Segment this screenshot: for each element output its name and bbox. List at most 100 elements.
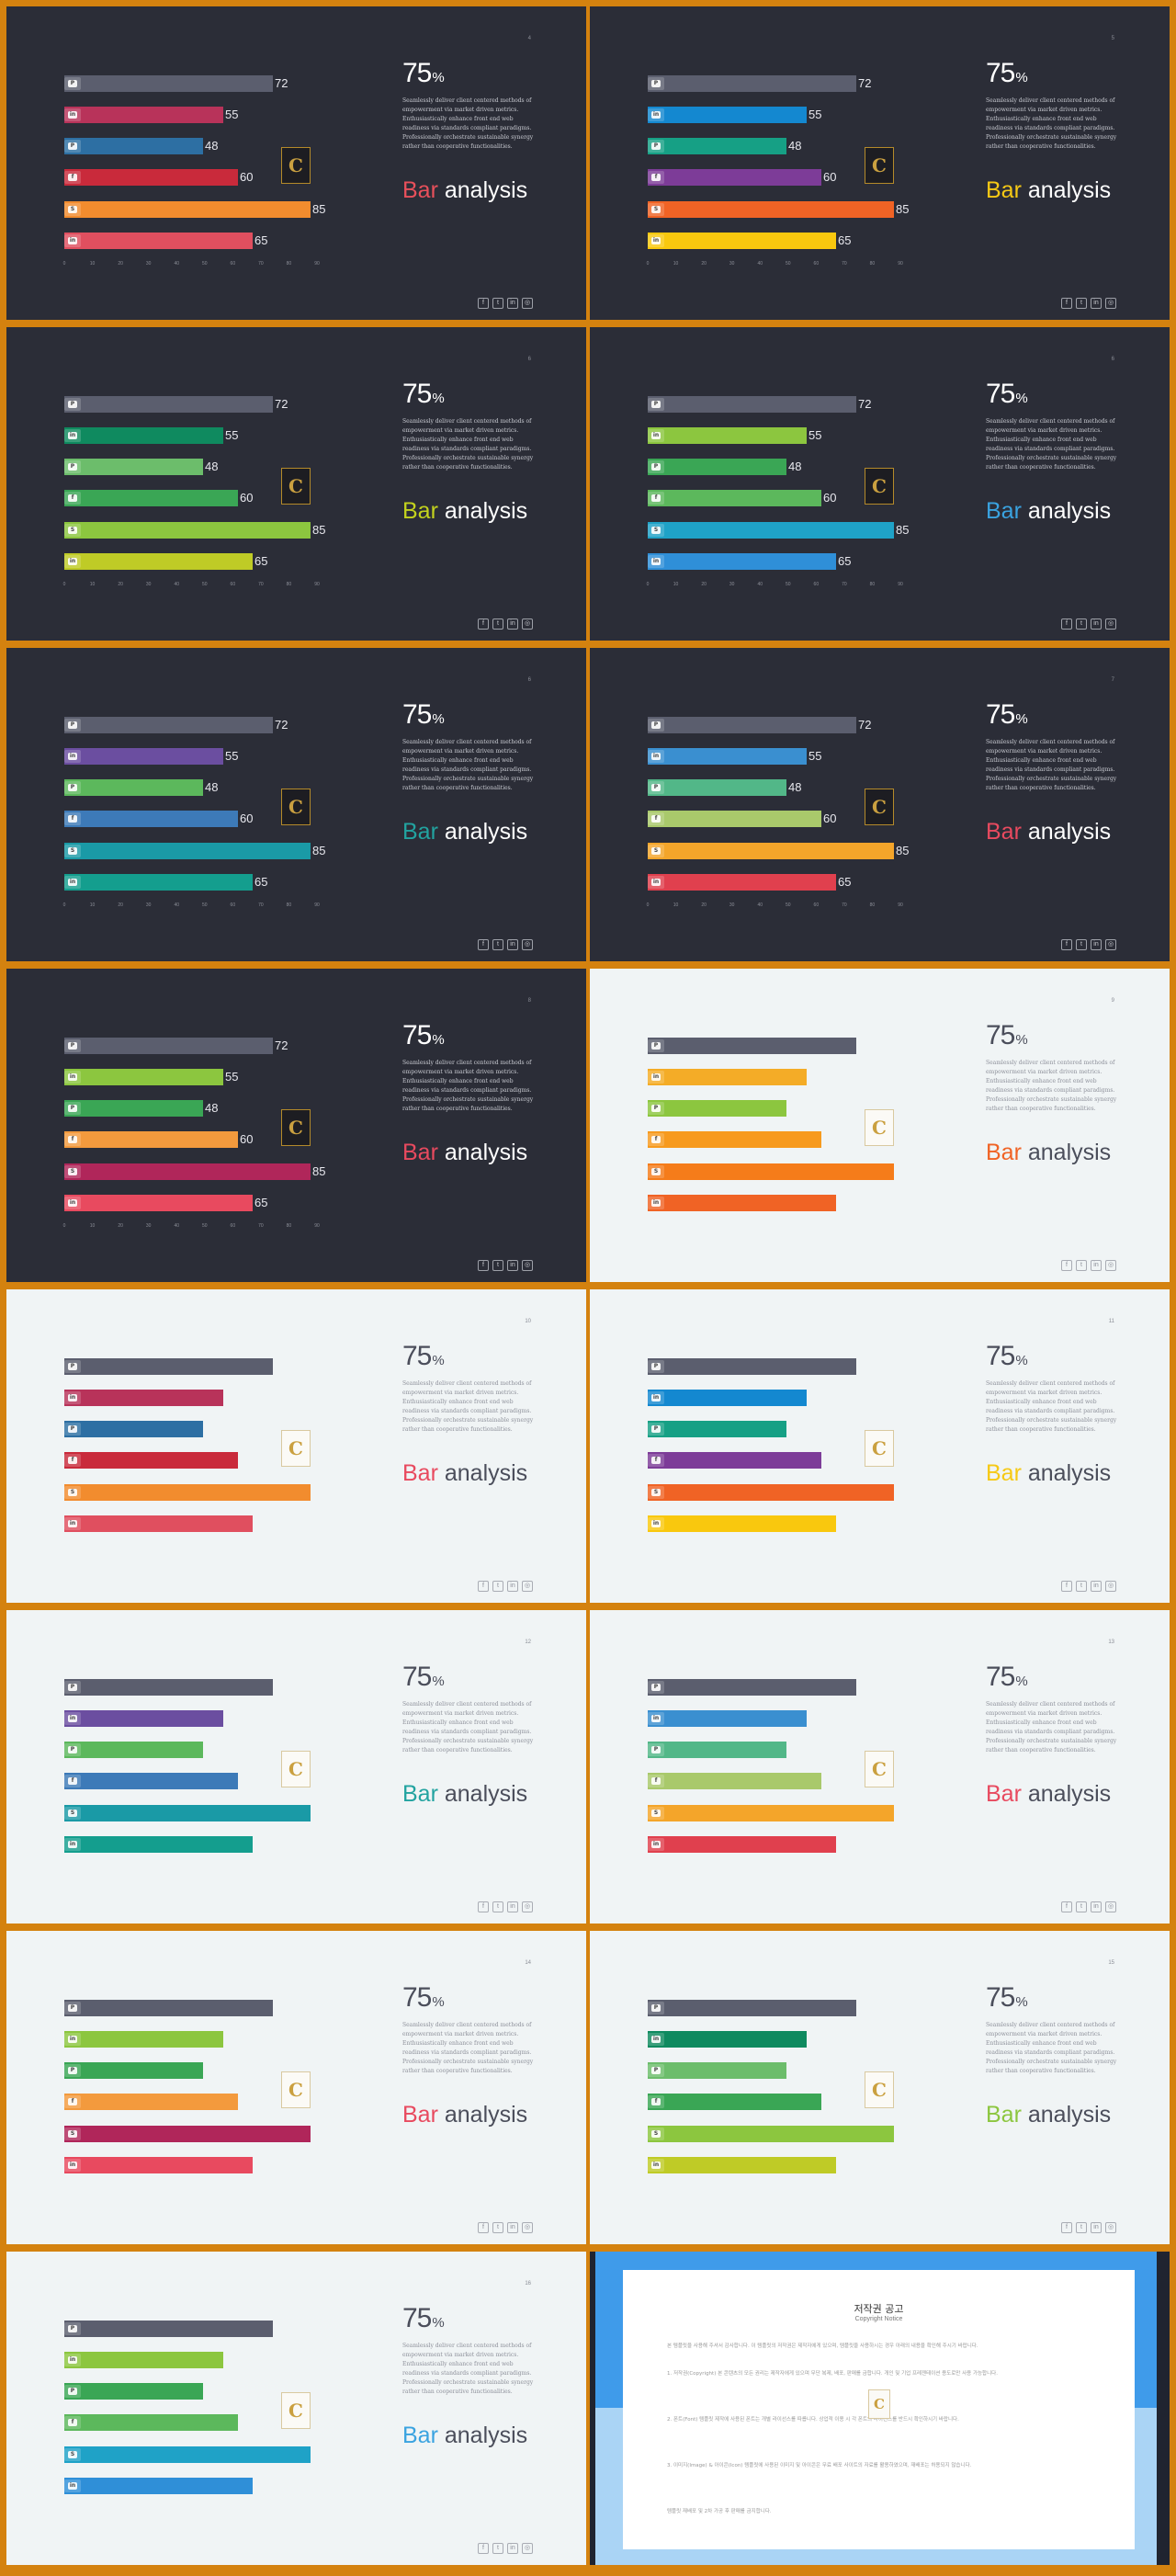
instagram-icon[interactable]: ◎ [522,298,533,309]
facebook-icon[interactable]: f [478,2543,489,2554]
instagram-icon[interactable]: ◎ [522,939,533,950]
instagram-icon[interactable]: ◎ [1105,1581,1116,1592]
x-tick-label: 0 [62,902,66,908]
linkedin-icon[interactable]: in [1091,939,1102,950]
linkedin-icon[interactable]: in [1091,1901,1102,1912]
twitter-icon[interactable]: t [492,2543,503,2554]
facebook-icon[interactable]: f [478,939,489,950]
linkedin-icon[interactable]: in [507,939,518,950]
linkedin-icon[interactable]: in [1091,2222,1102,2233]
slide-16[interactable]: 저작권 공고 Copyright Notice 본 템플릿을 사용해 주셔서 감사합… [590,2252,1170,2565]
instagram-icon[interactable]: ◎ [522,1901,533,1912]
twitter-icon[interactable]: t [1076,939,1087,950]
linkedin-icon[interactable]: in [507,1260,518,1271]
slide-3[interactable]: 6 P 72 in 55 P 48 f 60 S 85 in 65 0 10 20 30 40 50 60 70 80 90… [6,327,586,641]
twitter-icon[interactable]: t [492,618,503,630]
facebook-icon[interactable]: f [1061,2222,1072,2233]
facebook-icon[interactable]: f [478,2222,489,2233]
bar-linkedin [64,1069,223,1085]
linkedin-icon[interactable]: in [507,2222,518,2233]
bar-skype [648,1100,786,1117]
bar-skype-2 [64,1805,311,1821]
facebook-icon[interactable]: f [1061,939,1072,950]
slide-2[interactable]: 5 P 72 in 55 P 48 f 60 S 85 in 65 0 10 20 30 40 50 60 70 80 90… [590,6,1170,320]
bar-value-label: 48 [205,460,219,473]
description-text: Seamlessly deliver client centered metho… [402,1701,534,1753]
icon-glyph: P [68,142,77,150]
facebook-icon[interactable]: f [1061,618,1072,630]
icon-glyph: in [651,1199,661,1207]
twitter-icon[interactable]: t [492,2222,503,2233]
instagram-icon[interactable]: ◎ [522,1581,533,1592]
twitter-icon[interactable]: t [492,1901,503,1912]
instagram-icon[interactable]: ◎ [522,2543,533,2554]
linkedin-icon[interactable]: in [1091,618,1102,630]
instagram-icon[interactable]: ◎ [1105,1260,1116,1271]
x-tick-label: 20 [118,902,123,908]
instagram-icon[interactable]: ◎ [522,618,533,630]
slide-heading: Bar analysis [986,2102,1111,2128]
slide-7[interactable]: 8 P 72 in 55 P 48 f 60 S 85 in 65 0 10 20 30 40 50 60 70 80 90… [6,969,586,1282]
instagram-icon[interactable]: ◎ [1105,298,1116,309]
facebook-icon[interactable]: f [478,1901,489,1912]
facebook-icon[interactable]: f [478,1260,489,1271]
instagram-icon[interactable]: ◎ [522,1260,533,1271]
twitter-icon[interactable]: t [1076,298,1087,309]
instagram-icon[interactable]: ◎ [1105,618,1116,630]
icon-glyph: f [68,1777,77,1785]
facebook-icon[interactable]: f [478,1581,489,1592]
instagram-icon[interactable]: ◎ [1105,2222,1116,2233]
linkedin-icon[interactable]: in [1091,1260,1102,1271]
twitter-icon[interactable]: t [1076,1581,1087,1592]
social-icons: f t in ◎ [478,618,533,630]
linkedin-icon[interactable]: in [507,2543,518,2554]
bar-linkedin-2 [64,874,253,891]
x-tick-label: 80 [286,902,292,908]
twitter-icon[interactable]: t [492,298,503,309]
facebook-icon[interactable]: f [1061,1260,1072,1271]
linkedin-icon[interactable]: in [507,1581,518,1592]
x-tick-label: 50 [785,261,791,267]
linkedin-icon: in [64,876,81,889]
instagram-icon[interactable]: ◎ [522,2222,533,2233]
linkedin-icon[interactable]: in [507,1901,518,1912]
twitter-icon[interactable]: t [492,1581,503,1592]
bar-value-label: 72 [275,718,288,732]
linkedin-icon[interactable]: in [1091,1581,1102,1592]
facebook-icon[interactable]: f [1061,298,1072,309]
twitter-icon[interactable]: t [1076,1260,1087,1271]
facebook-icon[interactable]: f [478,618,489,630]
slide-4[interactable]: 6 P 72 in 55 P 48 f 60 S 85 in 65 0 10 20 30 40 50 60 70 80 90… [590,327,1170,641]
instagram-icon[interactable]: ◎ [1105,1901,1116,1912]
facebook-icon[interactable]: f [478,298,489,309]
linkedin-icon[interactable]: in [507,618,518,630]
slide-1[interactable]: 4 P 72 in 55 P 48 f 60 S 85 in 65 0 10 20 30 40 50 60 70 80 90… [6,6,586,320]
twitter-icon[interactable]: t [492,1260,503,1271]
copyright-title: 저작권 공고 [854,2303,904,2315]
bar-skype-2 [64,2446,311,2463]
twitter-icon[interactable]: t [492,939,503,950]
instagram-icon[interactable]: ◎ [1105,939,1116,950]
twitter-icon[interactable]: t [1076,2222,1087,2233]
slide-6[interactable]: 7 P 72 in 55 P 48 f 60 S 85 in 65 0 10 20 30 40 50 60 70 80 90… [590,648,1170,961]
icon-glyph: P [651,1684,661,1691]
skype-icon: P [648,781,664,794]
facebook-icon[interactable]: f [1061,1581,1072,1592]
copyright-paragraph: 3. 이미지(Image) & 아이콘(Icon) 템플릿에 사용된 이미지 및… [667,2463,972,2468]
linkedin-icon[interactable]: in [1091,298,1102,309]
facebook-icon[interactable]: f [1061,1901,1072,1912]
x-tick-label: 50 [201,1223,208,1229]
linkedin-icon[interactable]: in [507,298,518,309]
twitter-icon[interactable]: t [1076,1901,1087,1912]
slide-5[interactable]: 6 P 72 in 55 P 48 f 60 S 85 in 65 0 10 20 30 40 50 60 70 80 90… [6,648,586,961]
twitter-icon[interactable]: t [1076,618,1087,630]
